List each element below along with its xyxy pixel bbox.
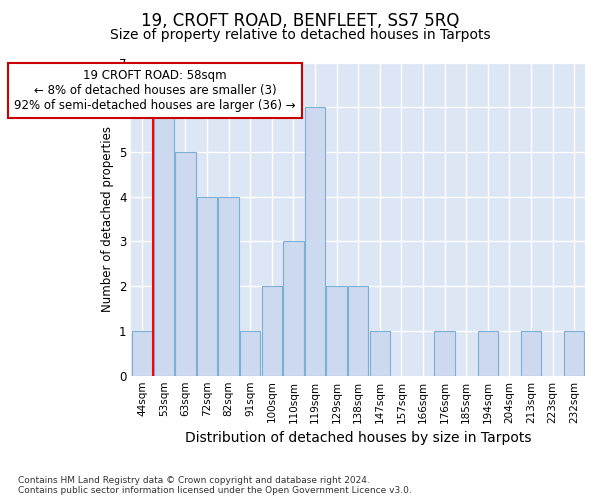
Bar (434, 331, 455, 376)
Bar (262, 286, 282, 376)
Bar (283, 242, 304, 376)
Bar (370, 331, 390, 376)
Bar (175, 152, 196, 376)
Text: Contains HM Land Registry data © Crown copyright and database right 2024.: Contains HM Land Registry data © Crown c… (18, 476, 370, 485)
Bar (197, 196, 217, 376)
Bar (132, 331, 152, 376)
Y-axis label: Number of detached properties: Number of detached properties (101, 126, 113, 312)
Bar (305, 107, 325, 376)
X-axis label: Distribution of detached houses by size in Tarpots: Distribution of detached houses by size … (185, 431, 532, 445)
Bar (564, 331, 584, 376)
Text: 19, CROFT ROAD, BENFLEET, SS7 5RQ: 19, CROFT ROAD, BENFLEET, SS7 5RQ (141, 12, 459, 30)
Text: Size of property relative to detached houses in Tarpots: Size of property relative to detached ho… (110, 28, 490, 42)
Bar (326, 286, 347, 376)
Bar (348, 286, 368, 376)
Bar (154, 107, 174, 376)
Bar (218, 196, 239, 376)
Bar (478, 331, 498, 376)
Bar (521, 331, 541, 376)
Text: Contains public sector information licensed under the Open Government Licence v3: Contains public sector information licen… (18, 486, 412, 495)
Bar (240, 331, 260, 376)
Text: 19 CROFT ROAD: 58sqm
← 8% of detached houses are smaller (3)
92% of semi-detache: 19 CROFT ROAD: 58sqm ← 8% of detached ho… (14, 69, 296, 112)
